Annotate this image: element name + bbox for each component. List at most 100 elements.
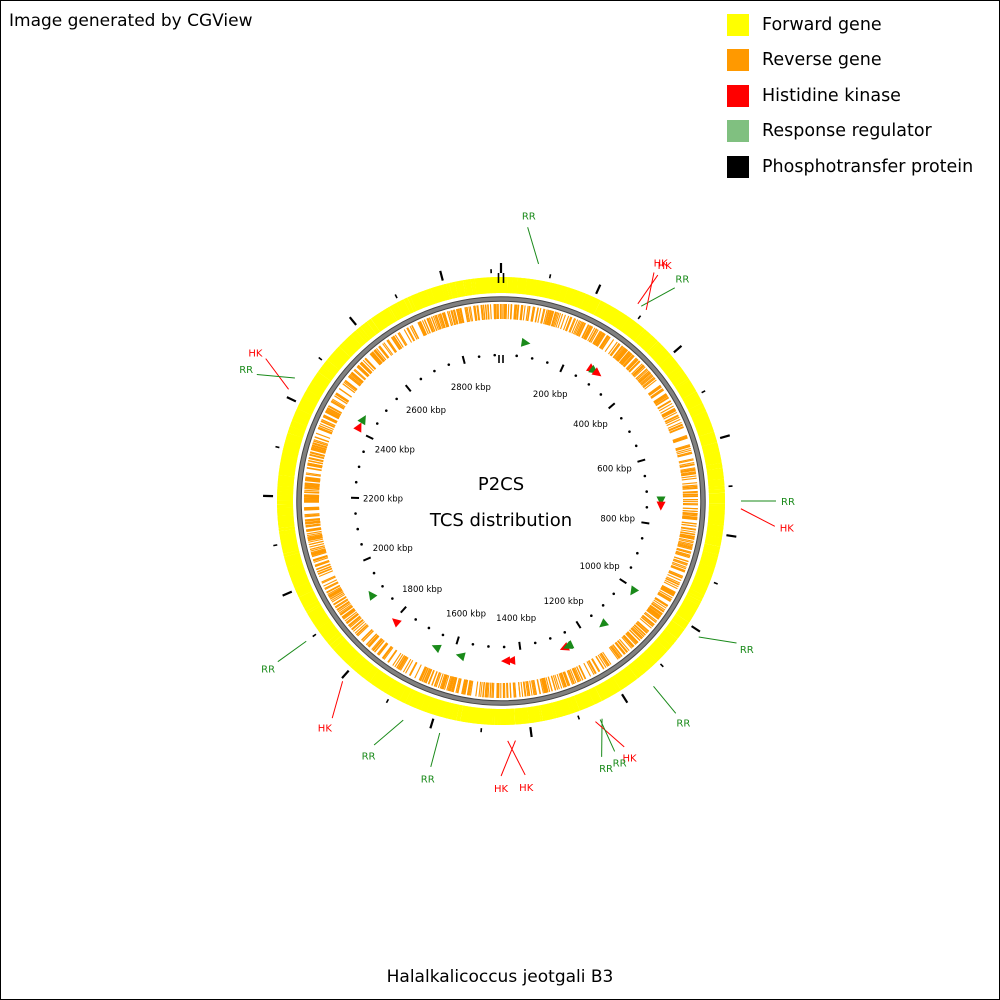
forward-gene [383,309,394,324]
reverse-gene [537,307,542,323]
reverse-gene [555,313,562,328]
forward-gene [703,547,720,553]
forward-gene [517,708,521,725]
forward-gene [705,460,722,465]
forward-gene [568,697,576,713]
forward-gene [336,347,350,360]
forward-gene [447,283,453,300]
forward-gene [688,589,704,598]
reverse-gene [552,675,559,690]
legend-label: Forward gene [762,14,882,35]
forward-gene [707,472,724,477]
response-regulator-marker [357,415,366,426]
reverse-gene [440,313,446,328]
forward-gene [691,584,707,593]
forward-gene [409,690,418,707]
forward-gene [671,373,686,384]
callout-label: RR [676,719,690,730]
reverse-gene [571,668,579,683]
outer-tick [690,625,701,633]
forward-gene [533,706,538,723]
reverse-gene [328,405,343,414]
reverse-gene [661,408,676,417]
reverse-gene [372,638,383,651]
forward-gene [301,397,317,407]
reverse-gene [676,548,692,554]
forward-gene [277,509,294,512]
reverse-gene [663,581,678,590]
forward-gene [674,377,689,388]
reverse-gene [672,559,688,566]
forward-gene [622,668,634,683]
scale-dot [634,444,638,448]
reverse-gene [612,644,623,657]
forward-gene [560,699,567,716]
forward-gene [522,278,527,295]
reverse-gene [679,535,695,540]
reverse-gene [637,370,650,382]
forward-gene [508,708,511,725]
forward-gene [344,649,357,663]
reverse-gene [403,329,413,343]
callout-line [527,227,540,265]
reverse-gene [357,364,370,377]
reverse-gene [682,484,698,487]
reverse-gene [356,366,369,378]
forward-gene [375,673,386,688]
reverse-gene [681,526,697,530]
forward-gene [660,633,674,646]
reverse-gene [345,379,358,390]
reverse-gene [669,426,684,433]
forward-gene [370,669,381,684]
forward-gene [301,595,317,604]
forward-gene [301,595,317,605]
reverse-gene [678,540,694,546]
forward-gene [462,705,467,722]
reverse-gene [335,393,349,403]
forward-gene [708,510,725,514]
reverse-gene [307,535,323,539]
reverse-gene [467,680,471,696]
reverse-gene [675,444,690,450]
forward-gene [281,542,298,548]
forward-gene [283,446,300,452]
forward-gene [288,566,305,574]
reverse-gene [420,666,428,682]
reverse-gene [447,311,453,326]
forward-gene [395,302,404,318]
reverse-gene [643,612,657,623]
forward-gene [333,638,347,651]
forward-gene [284,440,301,447]
forward-gene [666,625,681,637]
forward-gene [289,424,306,432]
reverse-gene [473,305,477,321]
forward-gene [285,439,302,446]
forward-gene [585,296,594,312]
callout-line [740,508,776,527]
forward-gene [341,647,355,660]
forward-gene [348,335,361,349]
forward-gene [468,706,473,723]
scale-dot [619,416,623,420]
forward-gene [694,574,711,582]
forward-gene [694,576,710,584]
forward-gene [399,686,408,702]
reverse-gene [540,678,546,694]
forward-gene [542,704,548,721]
forward-gene [673,615,689,626]
forward-gene [488,708,492,725]
reverse-gene [670,566,685,573]
scale-tick [641,521,650,525]
forward-gene [702,445,719,452]
forward-gene [474,278,479,295]
forward-gene [489,277,493,294]
forward-gene [319,623,334,634]
forward-gene [632,660,645,675]
forward-gene [628,324,641,338]
reverse-gene [304,486,320,489]
forward-gene [324,629,339,641]
reverse-gene [568,318,576,333]
reverse-gene [354,368,367,380]
forward-gene [277,483,294,486]
forward-gene [573,291,581,307]
